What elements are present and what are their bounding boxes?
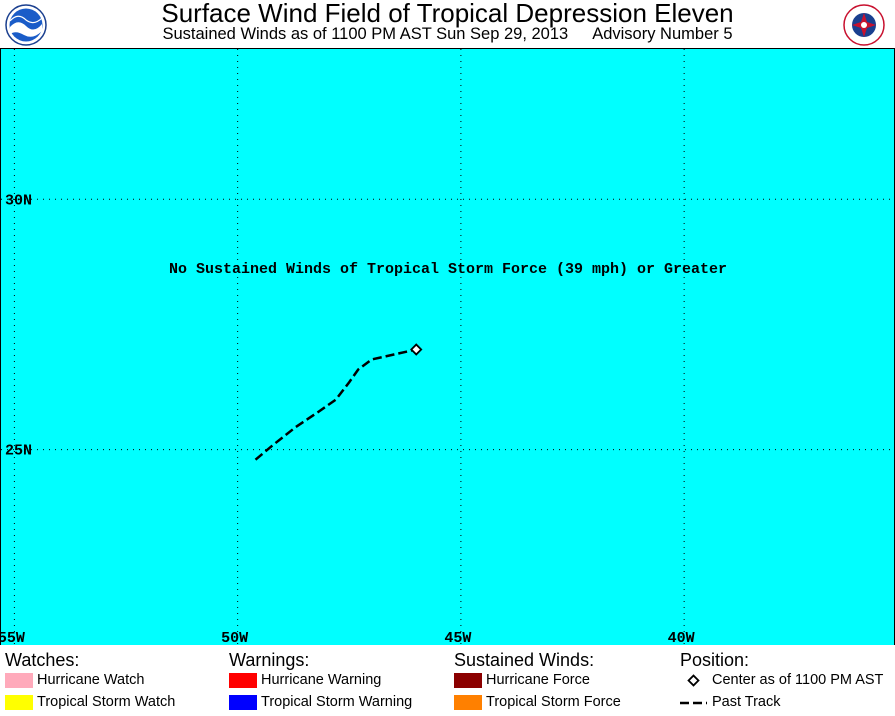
longitude-label: 55W — [1, 630, 25, 645]
warnings-heading: Warnings: — [229, 650, 310, 670]
hurricane-watch-swatch — [5, 673, 33, 688]
map-legend: Watches: Hurricane Watch Tropical Storm … — [0, 645, 895, 716]
past-track-label: Past Track — [712, 694, 781, 710]
past-track-line — [254, 348, 417, 461]
position-heading: Position: — [680, 650, 750, 670]
legend-center: Center as of 1100 PM AST — [680, 672, 890, 690]
tropical-storm-force-label: Tropical Storm Force — [486, 694, 621, 710]
latitude-label: 25N — [5, 443, 32, 460]
longitude-label: 40W — [668, 630, 695, 645]
graticule — [1, 49, 894, 645]
longitude-label: 45W — [444, 630, 471, 645]
subtitle-time: Sustained Winds as of 1100 PM AST Sun Se… — [162, 25, 569, 43]
wind-field-map: 55W 50W 45W 40W 30N 25N No Sustained Winds of… — [0, 48, 895, 646]
center-diamond-icon — [687, 674, 700, 687]
longitude-label: 50W — [221, 630, 248, 645]
hurricane-watch-label: Hurricane Watch — [37, 672, 145, 688]
hurricane-warning-label: Hurricane Warning — [261, 672, 382, 688]
map-title: Surface Wind Field of Tropical Depressio… — [161, 0, 734, 28]
watches-heading: Watches: — [5, 650, 80, 670]
past-track-icon — [680, 701, 707, 705]
tropical-storm-warning-label: Tropical Storm Warning — [261, 694, 413, 710]
hurricane-force-swatch — [454, 673, 482, 688]
no-wind-notice: No Sustained Winds of Tropical Storm For… — [169, 261, 727, 278]
hurricane-warning-swatch — [229, 673, 257, 688]
legend-past-track: Past Track — [680, 694, 890, 712]
tropical-storm-warning-swatch — [229, 695, 257, 710]
tropical-storm-watch-label: Tropical Storm Watch — [37, 694, 176, 710]
nws-logo — [843, 4, 885, 46]
hurricane-force-label: Hurricane Force — [486, 672, 590, 688]
tropical-storm-force-swatch — [454, 695, 482, 710]
latitude-label: 30N — [5, 192, 32, 209]
grid-labels: 55W 50W 45W 40W 30N 25N — [1, 192, 695, 645]
subtitle-advisory: Advisory Number 5 — [592, 25, 733, 43]
noaa-logo — [5, 4, 47, 46]
map-header: Surface Wind Field of Tropical Depressio… — [0, 0, 895, 48]
map-canvas: 55W 50W 45W 40W 30N 25N No Sustained Winds of… — [1, 49, 894, 645]
center-label: Center as of 1100 PM AST — [712, 672, 884, 688]
winds-heading: Sustained Winds: — [454, 650, 595, 670]
map-subtitle: Sustained Winds as of 1100 PM AST Sun Se… — [0, 25, 895, 44]
storm-center-marker — [410, 343, 423, 356]
tropical-storm-watch-swatch — [5, 695, 33, 710]
